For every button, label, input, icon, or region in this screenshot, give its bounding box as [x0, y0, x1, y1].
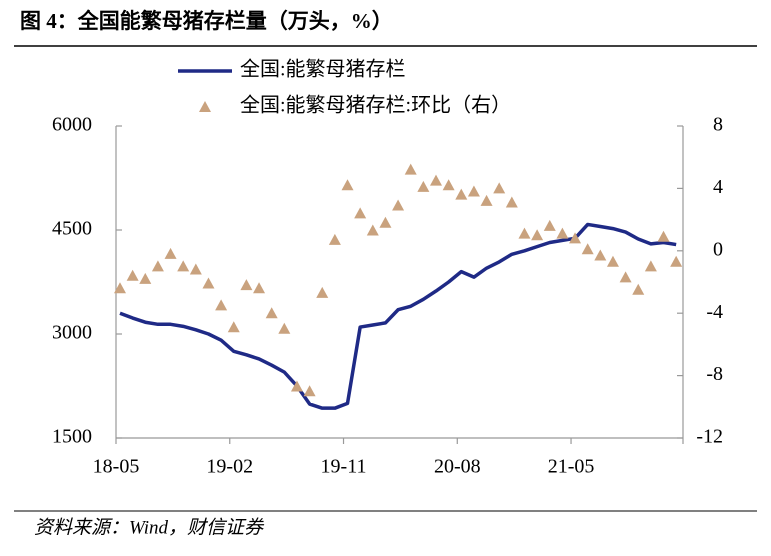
marker — [392, 199, 405, 211]
x-tick-label: 18-05 — [93, 456, 140, 478]
y2-tick-label: -12 — [696, 426, 723, 448]
marker — [177, 260, 190, 272]
marker — [366, 224, 379, 236]
marker — [151, 260, 164, 272]
marker — [644, 260, 657, 272]
y2-tick-label: 0 — [713, 238, 723, 260]
x-tick-label: 21-05 — [548, 456, 595, 478]
marker — [379, 216, 392, 228]
marker — [278, 322, 291, 334]
y-tick-label: 6000 — [52, 114, 92, 136]
y2-tick-label: 4 — [713, 176, 723, 198]
x-tick-label: 19-11 — [321, 456, 367, 478]
marker — [594, 249, 607, 261]
marker — [442, 179, 455, 191]
y-tick-label: 4500 — [52, 218, 92, 240]
marker — [404, 163, 417, 175]
marker — [430, 174, 442, 186]
y2-tick-label: 8 — [713, 114, 723, 136]
marker — [164, 247, 177, 259]
marker — [556, 227, 569, 239]
marker — [316, 286, 329, 298]
marker — [240, 279, 253, 291]
marker — [417, 180, 430, 192]
marker — [303, 385, 316, 397]
y2-tick-label: -8 — [706, 363, 723, 385]
legend-swatch — [199, 101, 211, 112]
x-tick-label: 20-08 — [434, 456, 481, 478]
marker — [619, 271, 632, 283]
marker — [354, 207, 367, 219]
marker — [455, 188, 468, 200]
marker — [657, 230, 670, 242]
marker — [215, 299, 228, 311]
marker — [328, 233, 341, 245]
marker — [126, 269, 139, 281]
y-tick-label: 3000 — [52, 322, 92, 344]
marker — [632, 283, 645, 295]
marker — [253, 282, 266, 294]
marker — [290, 380, 303, 392]
marker — [227, 321, 240, 333]
legend-label: 全国:能繁母猪存栏:环比（右） — [240, 94, 511, 117]
marker — [493, 182, 506, 194]
marker — [531, 229, 544, 241]
marker — [581, 243, 594, 255]
marker — [189, 263, 202, 275]
marker — [518, 227, 531, 239]
marker — [202, 277, 215, 289]
marker — [543, 219, 556, 231]
marker — [341, 179, 354, 191]
line — [119, 222, 677, 410]
chart-title: 图 4：全国能繁母猪存栏量（万头，%） — [20, 9, 393, 33]
marker — [467, 185, 480, 197]
marker — [114, 282, 126, 294]
x-tick-label: 19-02 — [206, 456, 253, 478]
marker — [505, 196, 518, 208]
marker — [265, 307, 278, 319]
marker — [139, 272, 152, 284]
y-tick-label: 1500 — [52, 426, 92, 448]
marker — [670, 255, 683, 267]
marker — [606, 255, 619, 267]
marker — [569, 232, 582, 244]
y2-tick-label: -4 — [706, 301, 723, 323]
legend-label: 全国:能繁母猪存栏 — [240, 58, 406, 81]
source: 资料来源：Wind，财信证券 — [34, 516, 265, 538]
marker — [480, 194, 493, 206]
